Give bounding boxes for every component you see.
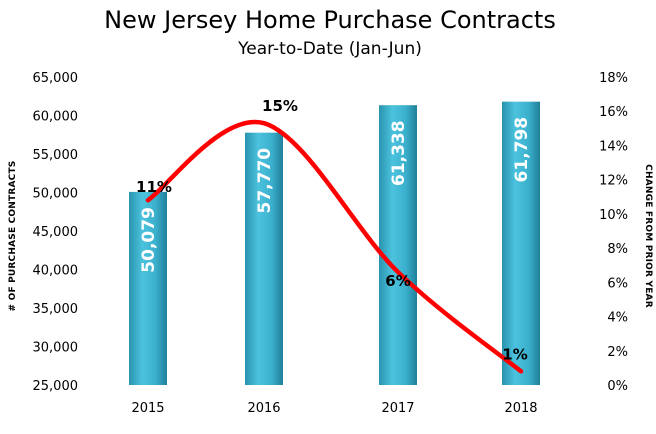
y2-tick-label: 16% — [599, 105, 628, 120]
y2-tick-label: 8% — [607, 242, 628, 257]
y2-tick-label: 14% — [599, 139, 628, 154]
y2-tick-label: 12% — [599, 174, 628, 189]
y2-tick-label: 4% — [607, 311, 628, 326]
bar-value-label: 61,338 — [389, 120, 409, 186]
x-tick-label: 2018 — [504, 401, 537, 416]
y2-tick-label: 10% — [599, 208, 628, 223]
y2-tick-label: 6% — [607, 276, 628, 291]
x-axis-ticks: 2015 2016 2017 2018 — [131, 401, 537, 416]
x-tick-label: 2016 — [247, 401, 280, 416]
chart-title: New Jersey Home Purchase Contracts — [104, 6, 556, 34]
change-point — [262, 121, 266, 125]
bar — [502, 101, 540, 386]
bar — [129, 191, 167, 385]
change-point — [146, 198, 150, 202]
percent-label: 11% — [136, 178, 172, 196]
percent-labels: 11% 15% 6% 1% — [136, 97, 528, 363]
chart-subtitle: Year-to-Date (Jan-Jun) — [237, 39, 422, 59]
percent-label: 1% — [502, 345, 527, 363]
x-tick-label: 2017 — [381, 401, 414, 416]
right-axis-ticks: 0% 2% 4% 6% 8% 10% 12% 14% 16% 18% — [599, 71, 628, 394]
bar-value-label: 57,770 — [255, 148, 275, 214]
y-tick-label: 55,000 — [33, 148, 79, 163]
y-tick-label: 65,000 — [33, 71, 79, 86]
bars — [129, 101, 540, 386]
y2-axis-label: CHANGE FROM PRIOR YEAR — [643, 164, 653, 308]
y-tick-label: 30,000 — [33, 341, 79, 356]
y-tick-label: 50,000 — [33, 187, 79, 202]
y2-tick-label: 0% — [607, 379, 628, 394]
y2-tick-label: 18% — [599, 71, 628, 86]
change-line-path — [145, 119, 524, 374]
left-axis-ticks: 25,000 30,000 35,000 40,000 45,000 50,000 55,0… — [33, 71, 79, 394]
y-tick-label: 25,000 — [33, 379, 79, 394]
y-axis-label: # OF PURCHASE CONTRACTS — [8, 161, 18, 312]
y-tick-label: 35,000 — [33, 302, 79, 317]
bar-value-label: 50,079 — [139, 207, 159, 273]
percent-label: 15% — [262, 97, 298, 115]
y-tick-label: 60,000 — [33, 110, 79, 125]
bar — [379, 105, 417, 386]
percent-label: 6% — [385, 272, 410, 290]
y2-tick-label: 2% — [607, 345, 628, 360]
x-tick-label: 2015 — [131, 401, 164, 416]
change-line — [145, 119, 524, 374]
change-point — [519, 369, 523, 373]
bar-labels: 50,079 57,770 61,338 61,798 — [139, 117, 532, 273]
change-point — [396, 270, 400, 274]
y-tick-label: 45,000 — [33, 225, 79, 240]
bar-value-label: 61,798 — [512, 117, 532, 183]
y-tick-label: 40,000 — [33, 264, 79, 279]
bar — [245, 132, 283, 385]
